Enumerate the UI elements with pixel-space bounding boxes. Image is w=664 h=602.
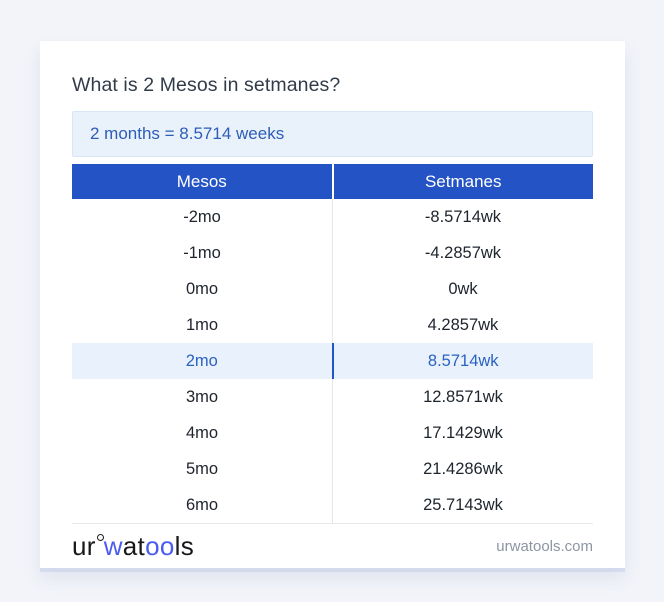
table-row: -1mo -4.2857wk — [72, 235, 593, 271]
column-header-mesos: Mesos — [176, 171, 227, 191]
conversion-answer-callout: 2 months = 8.5714 weeks — [72, 111, 593, 157]
conversion-table: Mesos Setmanes -2mo -8.5714wk -1mo -4.28… — [72, 164, 593, 524]
page-title: What is 2 Mesos in setmanes? — [72, 74, 341, 96]
table-row: 4mo 17.1429wk — [72, 415, 593, 451]
mesos-cell: 5mo — [185, 459, 219, 478]
setmanes-cell: 21.4286wk — [332, 451, 593, 487]
table-row: 6mo 25.7143wk — [72, 487, 593, 523]
setmanes-cell: 17.1429wk — [332, 415, 593, 451]
urwatools-logo[interactable]: ur watools — [72, 533, 194, 559]
mesos-cell: 1mo — [185, 315, 219, 334]
table-row: 1mo 4.2857wk — [72, 307, 593, 343]
mesos-cell: 3mo — [185, 387, 219, 406]
logo-text-ls: ls — [174, 531, 195, 561]
table-row: 0mo 0wk — [72, 271, 593, 307]
table-row: 5mo 21.4286wk — [72, 451, 593, 487]
logo-text-w: w — [103, 531, 123, 561]
conversion-answer-text: 2 months = 8.5714 weeks — [90, 124, 285, 143]
mesos-cell: -1mo — [183, 243, 221, 262]
setmanes-cell: 25.7143wk — [332, 487, 593, 523]
logo-text-oo: oo — [145, 531, 175, 561]
table-row: -2mo -8.5714wk — [72, 199, 593, 235]
setmanes-cell: 4.2857wk — [332, 307, 593, 343]
setmanes-cell: 0wk — [332, 271, 593, 307]
column-header-setmanes: Setmanes — [331, 164, 594, 199]
logo-text-ur: ur — [72, 531, 96, 561]
mesos-cell: 2mo — [185, 351, 218, 370]
setmanes-cell: 12.8571wk — [332, 379, 593, 415]
site-domain-text: urwatools.com — [496, 537, 593, 555]
table-row-highlighted: 2mo 8.5714wk — [72, 343, 593, 379]
setmanes-cell: -4.2857wk — [332, 235, 593, 271]
table-row: 3mo 12.8571wk — [72, 379, 593, 415]
setmanes-cell: -8.5714wk — [332, 199, 593, 235]
mesos-cell: 6mo — [185, 495, 219, 514]
converter-card: What is 2 Mesos in setmanes? 2 months = … — [40, 41, 625, 568]
mesos-cell: -2mo — [183, 207, 221, 226]
table-header-row: Mesos Setmanes — [72, 164, 593, 199]
mesos-cell: 4mo — [185, 423, 219, 442]
setmanes-cell: 8.5714wk — [331, 343, 594, 379]
card-footer: ur watools urwatools.com — [72, 524, 593, 568]
degree-ring-icon — [96, 534, 104, 541]
mesos-cell: 0mo — [185, 279, 219, 298]
logo-text-at: at — [122, 531, 146, 561]
